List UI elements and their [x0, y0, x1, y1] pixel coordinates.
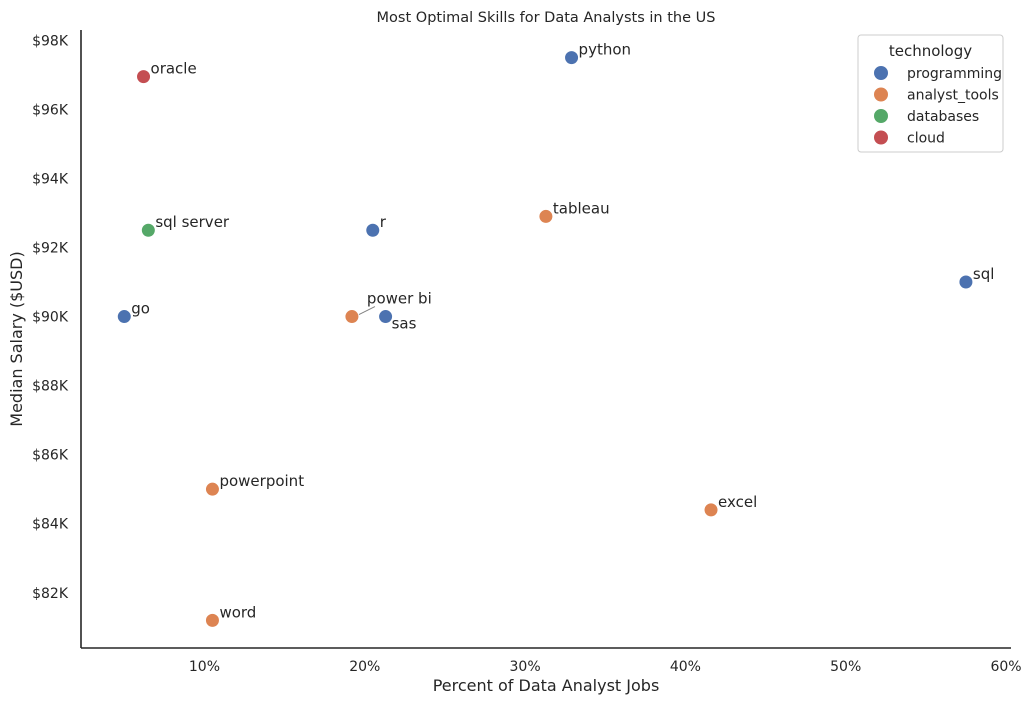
- y-axis-ticks: $82K $84K $86K $88K $90K $92K $94K $96K $98K: [32, 33, 69, 601]
- legend: technology programming analyst_toolsdatab…: [857, 34, 1004, 153]
- point-label: sql: [973, 265, 995, 283]
- data-point: [958, 274, 974, 290]
- y-tick-label: $86K: [32, 448, 69, 464]
- point-label: r: [380, 213, 387, 231]
- x-axis-ticks: 10% 20% 30% 40% 50% 60%: [189, 659, 1022, 675]
- legend-label: cloud: [907, 131, 945, 147]
- point-label: powerpoint: [219, 472, 304, 490]
- point-label: excel: [718, 493, 757, 511]
- legend-marker: [873, 129, 889, 146]
- data-point: [378, 309, 394, 325]
- data-point: [365, 222, 381, 238]
- point-label: tableau: [553, 199, 610, 217]
- legend-marker: [873, 108, 889, 124]
- legend-entries: programming analyst_tools databases cloud: [873, 65, 1002, 147]
- legend-label: programming: [907, 66, 1002, 82]
- legend-marker: [873, 65, 889, 81]
- legend-title: technology: [889, 42, 972, 60]
- x-tick-label: 40%: [670, 659, 701, 675]
- data-point: [204, 481, 220, 497]
- y-tick-label: $92K: [32, 241, 69, 257]
- y-axis-title: Median Salary ($USD): [7, 251, 26, 426]
- x-tick-label: 10%: [189, 659, 220, 675]
- data-point: [344, 309, 360, 325]
- data-point: [136, 69, 152, 85]
- data-point: [116, 309, 132, 325]
- y-tick-label: $90K: [32, 310, 69, 326]
- x-tick-label: 60%: [990, 659, 1021, 675]
- y-tick-label: $82K: [32, 586, 69, 602]
- legend-label: databases: [907, 109, 979, 125]
- y-tick-label: $88K: [32, 379, 69, 395]
- point-label: sas: [392, 315, 417, 333]
- y-tick-label: $96K: [32, 102, 69, 118]
- data-points: python oracle tableau sql server r sql go power…: [116, 41, 995, 628]
- point-label: power bi: [367, 290, 432, 308]
- legend-label: analyst_tools: [907, 88, 999, 104]
- chart-title: Most Optimal Skills for Data Analysts in…: [377, 10, 716, 26]
- data-point: [204, 612, 220, 628]
- x-axis-title: Percent of Data Analyst Jobs: [433, 676, 660, 695]
- point-label: word: [219, 603, 256, 621]
- legend-marker: [873, 86, 889, 103]
- y-tick-label: $98K: [32, 33, 69, 49]
- data-point: [140, 222, 156, 238]
- legend-box: [857, 34, 1004, 153]
- y-tick-label: $84K: [32, 517, 69, 533]
- data-point: [703, 502, 719, 518]
- y-tick-label: $94K: [32, 171, 69, 187]
- label-leader-line: [358, 306, 376, 316]
- point-label: go: [131, 300, 150, 318]
- x-tick-label: 50%: [830, 659, 861, 675]
- data-point: [538, 208, 554, 224]
- point-label: sql server: [155, 213, 230, 231]
- x-tick-label: 20%: [349, 659, 380, 675]
- point-label: python: [579, 41, 631, 59]
- point-label: oracle: [151, 60, 197, 78]
- data-point: [564, 50, 580, 66]
- x-tick-label: 30%: [510, 659, 541, 675]
